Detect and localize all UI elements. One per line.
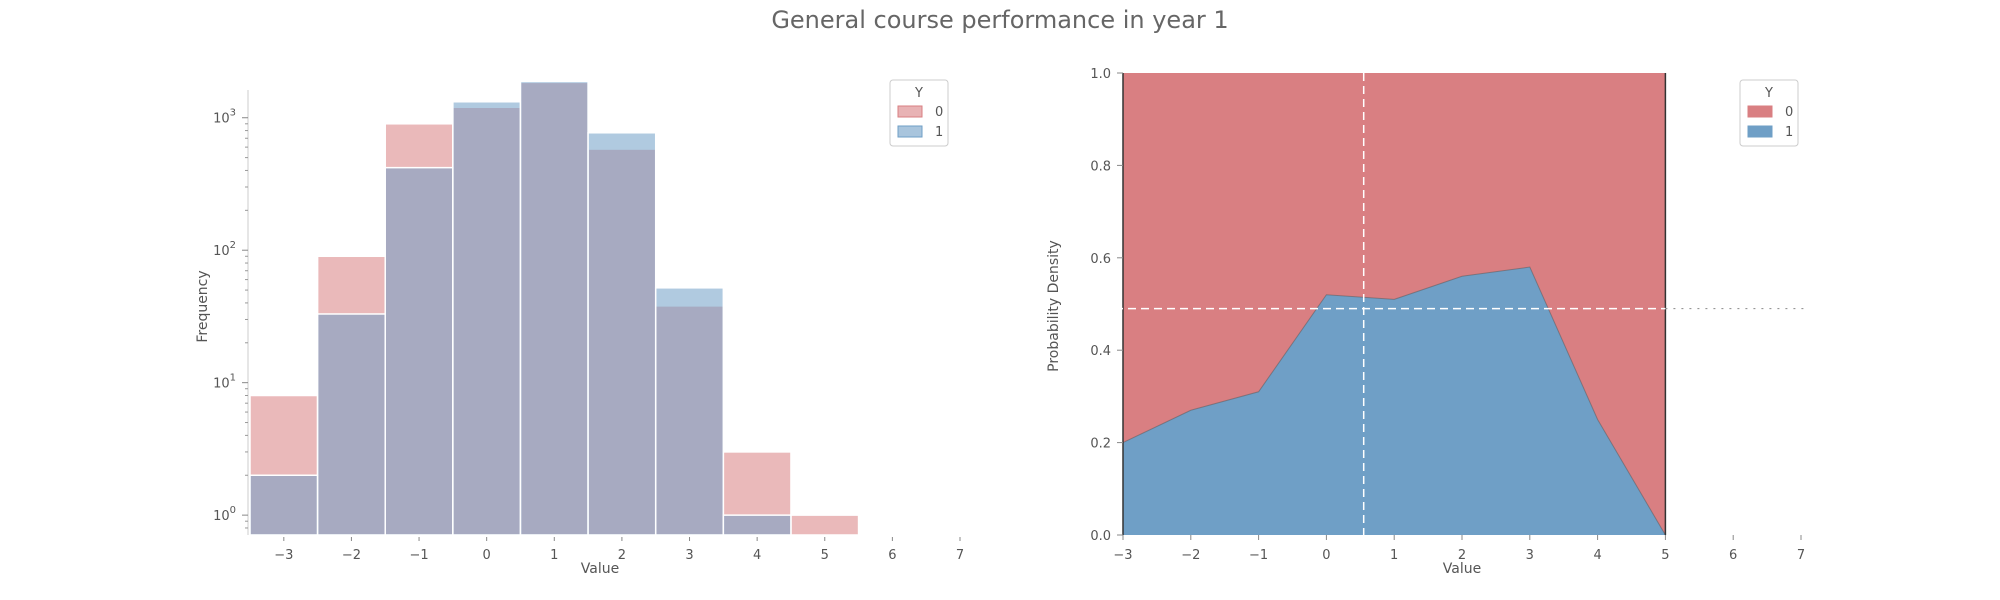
hist-y-tick-base: 10 — [213, 112, 230, 127]
hist-x-tick-label: 7 — [956, 548, 964, 563]
hist-y-tick-base: 10 — [213, 377, 230, 392]
hist-y-tick-exponent: 2 — [230, 240, 236, 251]
hist-y-tick-exponent: 3 — [230, 108, 236, 119]
hist-legend-label-y1: 1 — [935, 125, 943, 140]
area-y-tick-label: 0.0 — [1090, 529, 1111, 544]
area-x-tick-label: −2 — [1181, 548, 1200, 563]
hist-y-axis-label: Frequency — [195, 270, 211, 342]
area-x-tick-label: 3 — [1526, 548, 1534, 563]
hist-x-axis-label: Value — [581, 561, 619, 577]
hist-y-tick-exponent: 0 — [230, 505, 236, 516]
hist-bar-y1-bin6 — [654, 287, 725, 536]
hist-y-tick-base: 10 — [213, 509, 230, 524]
area-x-tick-label: 0 — [1322, 548, 1330, 563]
hist-bar-y1-bin2 — [384, 166, 454, 536]
hist-x-tick-label: −3 — [274, 548, 293, 563]
hist-bar-y1-bin3 — [452, 101, 522, 536]
hist-x-tick-label: −1 — [409, 548, 428, 563]
area-y-tick-label: 1.0 — [1090, 67, 1111, 82]
area-y-tick-label: 0.6 — [1090, 252, 1111, 267]
hist-x-tick-label: 1 — [550, 548, 558, 563]
area-legend-title: Y — [1764, 86, 1773, 101]
figure-title: General course performance in year 1 — [771, 6, 1229, 34]
hist-y-tick-label: 101 — [213, 373, 236, 392]
area-region-y1 — [1123, 267, 1666, 535]
hist-x-tick-label: 0 — [483, 548, 491, 563]
hist-legend-label-y0: 0 — [935, 105, 943, 120]
area-x-tick-label: 6 — [1729, 548, 1737, 563]
hist-x-tick-label: 6 — [888, 548, 896, 563]
hist-bar-y1-bin1 — [316, 313, 386, 536]
area-y-tick-label: 0.2 — [1090, 437, 1111, 452]
area-x-tick-label: 5 — [1661, 548, 1669, 563]
hist-x-tick-label: 5 — [821, 548, 829, 563]
area-x-tick-label: −3 — [1113, 548, 1132, 563]
hist-bar-y1-bin4 — [519, 80, 589, 536]
hist-x-tick-label: 2 — [618, 548, 626, 563]
area-legend-label-y1: 1 — [1785, 125, 1793, 140]
area-legend-swatch-y1 — [1747, 125, 1773, 138]
area-legend-label-y0: 0 — [1785, 105, 1793, 120]
area-y-axis-label: Probability Density — [1046, 240, 1062, 372]
hist-y-tick-label: 102 — [213, 240, 236, 259]
area-x-tick-label: 4 — [1593, 548, 1601, 563]
area-x-tick-label: 7 — [1797, 548, 1805, 563]
hist-bar-y1-bin7 — [722, 514, 792, 536]
hist-legend: Y0 1 — [889, 79, 949, 147]
area-y-tick-label: 0.4 — [1090, 344, 1111, 359]
hist-y-tick-exponent: 1 — [230, 373, 236, 384]
probability-density-chart: 0.0 0.2 0.4 0.6 0.8 1.0 −3 −2 −1 0 1 2 3 4 5 6 7 Value Pro… — [1046, 67, 1808, 577]
hist-legend-swatch-y1 — [897, 125, 923, 138]
area-y-tick-label: 0.8 — [1090, 159, 1111, 174]
area-legend: Y0 1 — [1739, 79, 1799, 147]
hist-bar-y0-bin8 — [790, 514, 860, 536]
area-boundary-line — [1122, 266, 1666, 536]
hist-bar-y1-bin0 — [249, 474, 319, 536]
area-x-axis-label: Value — [1443, 561, 1481, 577]
hist-x-tick-label: −2 — [342, 548, 361, 563]
hist-x-tick-label: 4 — [753, 548, 761, 563]
hist-y-tick-base: 10 — [213, 244, 230, 259]
hist-y-tick-label: 100 — [213, 505, 236, 524]
hist-legend-swatch-y0 — [897, 105, 923, 118]
area-x-tick-label: −1 — [1249, 548, 1268, 563]
hist-x-tick-label: 3 — [685, 548, 693, 563]
area-x-tick-label: 1 — [1390, 548, 1398, 563]
area-legend-swatch-y0 — [1747, 105, 1773, 118]
hist-y-tick-label: 103 — [213, 108, 236, 127]
hist-bar-y1-bin5 — [587, 132, 657, 536]
area-x-tick-label: 2 — [1458, 548, 1466, 563]
hist-legend-title: Y — [914, 86, 923, 101]
